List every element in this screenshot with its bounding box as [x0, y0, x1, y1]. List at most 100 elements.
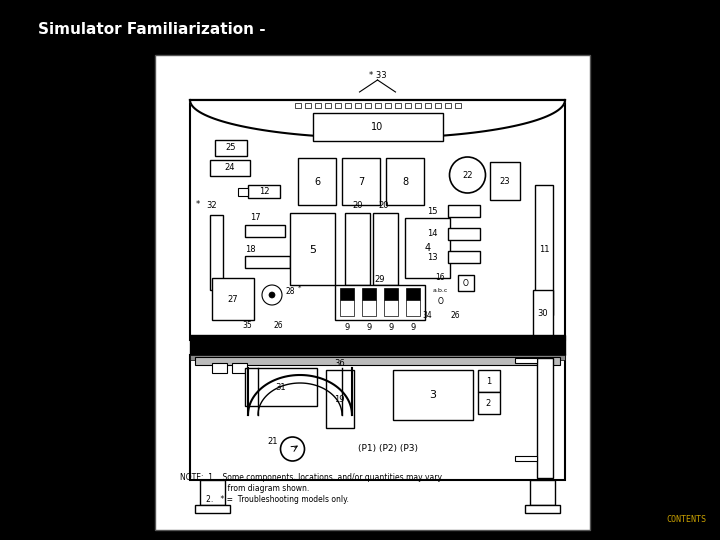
Polygon shape	[190, 100, 565, 138]
Bar	[212, 363, 227, 373]
Text: 30: 30	[538, 308, 549, 318]
Text: O: O	[438, 298, 444, 307]
Circle shape	[250, 339, 260, 349]
Text: 26: 26	[273, 321, 283, 329]
Text: 21: 21	[267, 436, 278, 446]
Bar	[362, 288, 376, 300]
Bar	[195, 357, 560, 365]
Text: 25: 25	[226, 144, 236, 152]
Bar	[335, 103, 341, 108]
Text: 29: 29	[374, 275, 385, 285]
Bar	[384, 300, 398, 316]
Bar	[232, 363, 247, 373]
Bar	[312, 113, 443, 141]
Text: * 33: * 33	[369, 71, 387, 79]
Text: 34: 34	[423, 310, 433, 320]
Text: 27: 27	[228, 294, 238, 303]
Bar	[434, 103, 441, 108]
Text: 4: 4	[425, 243, 431, 253]
Bar	[342, 158, 380, 205]
Text: *: *	[298, 285, 302, 291]
Bar	[345, 213, 370, 285]
Bar	[384, 288, 398, 300]
Bar	[384, 103, 390, 108]
Bar	[415, 103, 420, 108]
Bar	[405, 218, 450, 278]
Bar	[248, 185, 280, 198]
Bar	[533, 290, 553, 335]
Text: 14: 14	[427, 230, 438, 239]
Circle shape	[449, 157, 485, 193]
Bar	[315, 103, 320, 108]
Text: 9: 9	[344, 323, 350, 333]
Circle shape	[418, 339, 428, 349]
Bar	[373, 213, 398, 285]
Text: 7: 7	[358, 177, 364, 187]
Circle shape	[269, 292, 275, 298]
Bar	[212, 278, 254, 320]
Text: 2.   * =  Troubleshooting models only.: 2. * = Troubleshooting models only.	[180, 495, 349, 504]
Circle shape	[457, 339, 467, 349]
Text: 20: 20	[353, 200, 364, 210]
Bar	[238, 188, 248, 196]
Bar	[245, 225, 285, 237]
Bar	[344, 103, 351, 108]
Text: 9: 9	[366, 323, 372, 333]
Text: CONTENTS: CONTENTS	[666, 516, 706, 524]
Bar	[362, 300, 376, 316]
Text: 12: 12	[258, 187, 269, 197]
Bar	[448, 251, 480, 263]
Text: 35: 35	[242, 321, 252, 329]
Bar	[406, 300, 420, 316]
Text: 22: 22	[462, 171, 473, 179]
Text: 26: 26	[451, 310, 460, 320]
Bar	[537, 358, 553, 478]
Text: NOTE:  1.   Some components, locations, and/or quantities may vary: NOTE: 1. Some components, locations, and…	[180, 473, 442, 482]
Bar	[525, 505, 560, 513]
Bar	[190, 355, 565, 480]
Text: 19: 19	[334, 395, 345, 403]
Bar	[515, 358, 537, 363]
Text: 16: 16	[436, 273, 445, 282]
Bar	[395, 103, 400, 108]
Bar	[325, 103, 330, 108]
Bar	[294, 103, 300, 108]
Text: 9: 9	[410, 323, 415, 333]
Bar	[454, 103, 461, 108]
Bar	[340, 300, 354, 316]
Text: from diagram shown.: from diagram shown.	[180, 484, 310, 493]
Text: a.b.c: a.b.c	[433, 287, 448, 293]
Text: 32: 32	[207, 200, 217, 210]
Bar	[406, 288, 420, 300]
Text: 5: 5	[310, 245, 317, 255]
Bar	[190, 335, 565, 355]
Bar	[155, 55, 590, 530]
Bar	[200, 480, 225, 505]
Bar	[448, 205, 480, 217]
Bar	[325, 370, 354, 428]
Circle shape	[230, 339, 240, 349]
Circle shape	[270, 339, 280, 349]
Bar	[210, 160, 250, 176]
Bar	[335, 285, 425, 320]
Bar	[245, 368, 317, 406]
Text: 8: 8	[402, 177, 408, 187]
Text: (P1) (P2) (P3): (P1) (P2) (P3)	[358, 444, 418, 454]
Bar	[535, 185, 553, 315]
Text: O: O	[462, 279, 469, 287]
Bar	[215, 140, 247, 156]
Text: 17: 17	[250, 213, 261, 222]
Text: 28: 28	[285, 287, 294, 296]
Text: 10: 10	[372, 122, 384, 132]
Text: 11: 11	[539, 246, 549, 254]
Bar	[444, 103, 451, 108]
Bar	[195, 505, 230, 513]
Text: 18: 18	[245, 246, 256, 254]
Bar	[405, 103, 410, 108]
Text: 6: 6	[314, 177, 320, 187]
Bar	[374, 103, 380, 108]
Bar	[477, 370, 500, 392]
Bar	[386, 158, 424, 205]
Text: 20: 20	[379, 200, 390, 210]
Circle shape	[438, 339, 448, 349]
